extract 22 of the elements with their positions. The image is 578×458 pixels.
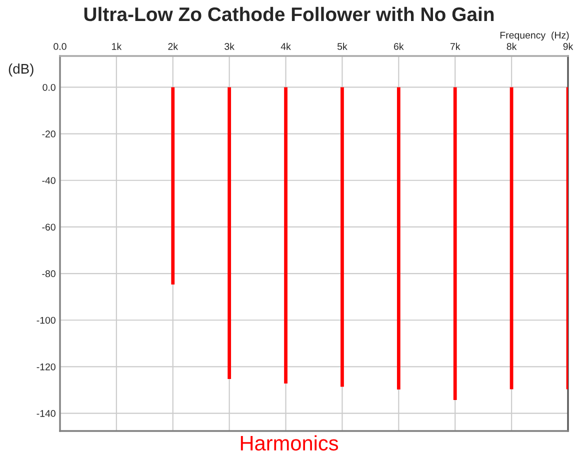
- x-tick-label: 1k: [112, 42, 122, 50]
- y-tick-label: 0.0: [42, 84, 56, 91]
- chart-title: Ultra-Low Zo Cathode Follower with No Gain: [84, 6, 494, 22]
- x-tick-label: 3k: [224, 42, 234, 50]
- x-tick-label: 8k: [506, 42, 517, 50]
- y-tick-label: -120: [36, 363, 56, 370]
- x-tick-label: 7k: [450, 42, 460, 50]
- x-tick-label: 4k: [280, 42, 291, 50]
- x-tick-label: 9k: [563, 42, 574, 50]
- x-tick-label: 5k: [337, 42, 348, 50]
- x-tick-label: 6k: [394, 42, 404, 50]
- x-tick-label: 2k: [168, 42, 178, 50]
- y-tick-label: -60: [42, 224, 56, 231]
- y-tick-label: -40: [42, 177, 56, 184]
- y-tick-label: -140: [36, 410, 56, 417]
- y-tick-label: -80: [42, 270, 56, 278]
- text: Harmonics: [240, 435, 338, 451]
- y-tick-label: -100: [36, 316, 56, 324]
- x-axis-title: Frequency (Hz): [500, 31, 569, 41]
- y-axis-title: (dB): [8, 64, 34, 76]
- x-tick-label: 0.0: [54, 43, 66, 50]
- y-tick-label: -20: [42, 130, 56, 138]
